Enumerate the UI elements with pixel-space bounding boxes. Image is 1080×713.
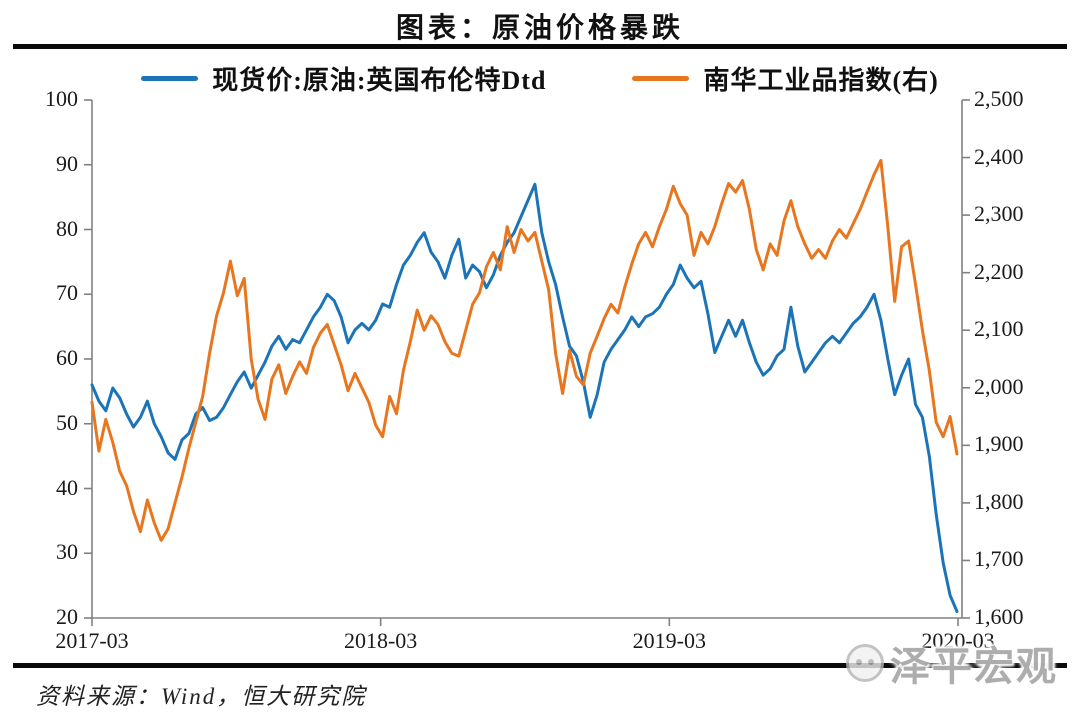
y-left-tick-label: 30 [56, 539, 78, 565]
y-right-tick-label: 1,700 [974, 546, 1024, 572]
y-right-tick-label: 2,500 [974, 86, 1024, 111]
x-tick-label: 2020-03 [921, 628, 995, 653]
y-right-tick-label: 2,300 [974, 201, 1024, 227]
legend-label-brent: 现货价:原油:英国布伦特Dtd [212, 66, 547, 95]
x-tick-label: 2018-03 [343, 628, 418, 653]
legend-label-nanhua: 南华工业品指数(右) [703, 66, 939, 95]
y-left-tick-label: 40 [56, 474, 78, 500]
y-left-tick-label: 100 [45, 86, 78, 111]
y-left-tick-label: 20 [56, 604, 78, 629]
y-left-tick-label: 80 [56, 215, 78, 241]
y-right-tick-label: 1,600 [974, 604, 1024, 629]
chart-title: 图表：原油价格暴跌 [395, 13, 684, 44]
y-left-tick-label: 50 [56, 409, 78, 435]
source-note: 资料来源：Wind，恒大研究院 [36, 684, 367, 709]
y-left-tick-label: 60 [56, 345, 78, 370]
legend-swatch-nanhua [632, 76, 690, 81]
bottom-divider [13, 663, 1067, 668]
legend: 现货价:原油:英国布伦特Dtd 南华工业品指数(右) [0, 60, 1080, 97]
watermark-text: 泽平宏观 [890, 644, 1058, 689]
y-left-tick-label: 90 [56, 150, 78, 176]
top-divider [13, 44, 1067, 49]
watermark: 泽平宏观 [846, 634, 1058, 692]
x-tick-label: 2017-03 [55, 628, 129, 653]
series-line-brent [90, 182, 959, 613]
y-right-tick-label: 2,400 [974, 143, 1024, 169]
y-left-tick-label: 70 [56, 280, 78, 306]
x-tick-label: 2019-03 [632, 628, 706, 653]
series-line-nanhua [90, 158, 959, 542]
y-right-tick-label: 2,100 [974, 316, 1024, 342]
y-right-tick-label: 1,900 [974, 431, 1024, 457]
y-right-tick-label: 2,200 [974, 258, 1024, 284]
y-right-tick-label: 2,000 [974, 373, 1024, 399]
legend-swatch-brent [141, 76, 199, 81]
zeping-logo-icon [846, 644, 884, 682]
y-right-tick-label: 1,800 [974, 488, 1024, 514]
